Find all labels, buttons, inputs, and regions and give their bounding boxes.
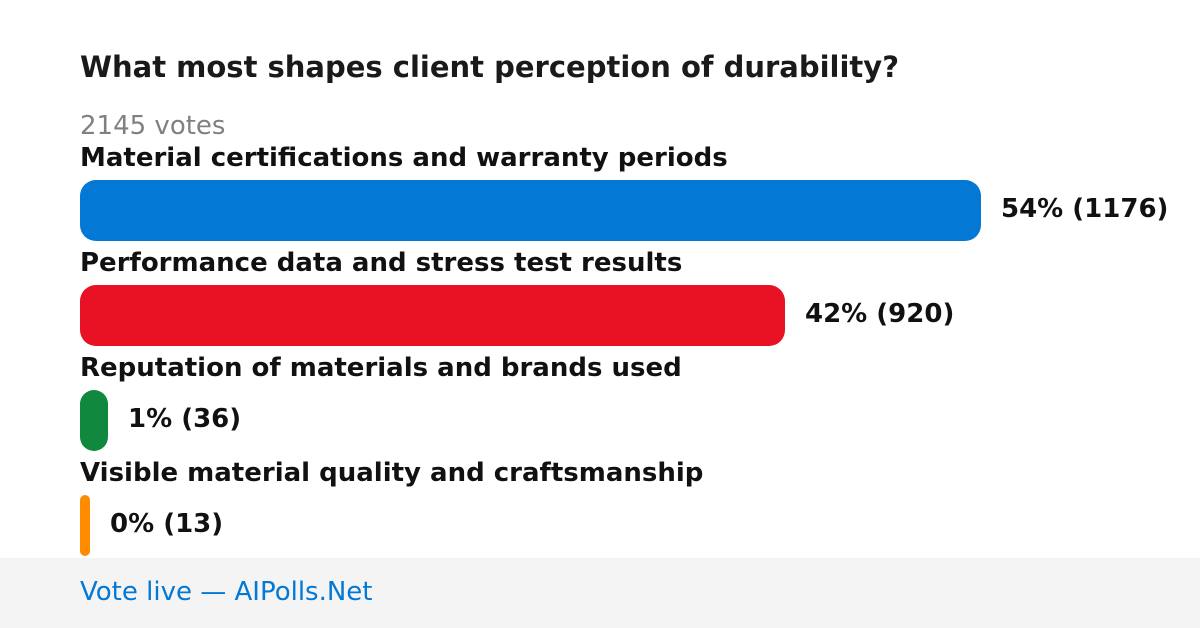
option-value-label: 0% (13) bbox=[110, 509, 224, 539]
option-value-label: 54% (1176) bbox=[1001, 194, 1169, 224]
option-bar bbox=[80, 495, 90, 556]
poll-title: What most shapes client perception of du… bbox=[80, 50, 900, 84]
vote-count: 2145 votes bbox=[80, 111, 226, 141]
vote-live-link[interactable]: Vote live — AIPolls.Net bbox=[80, 577, 373, 607]
option-value-label: 1% (36) bbox=[128, 404, 242, 434]
option-label: Reputation of materials and brands used bbox=[80, 353, 682, 383]
option-bar bbox=[80, 390, 108, 451]
option-bar bbox=[80, 285, 785, 346]
option-label: Material certifications and warranty per… bbox=[80, 143, 728, 173]
option-label: Visible material quality and craftsmansh… bbox=[80, 458, 704, 488]
footer-bar: Vote live — AIPolls.Net bbox=[0, 558, 1200, 628]
option-label: Performance data and stress test results bbox=[80, 248, 683, 278]
option-value-label: 42% (920) bbox=[805, 299, 955, 329]
option-bar bbox=[80, 180, 981, 241]
